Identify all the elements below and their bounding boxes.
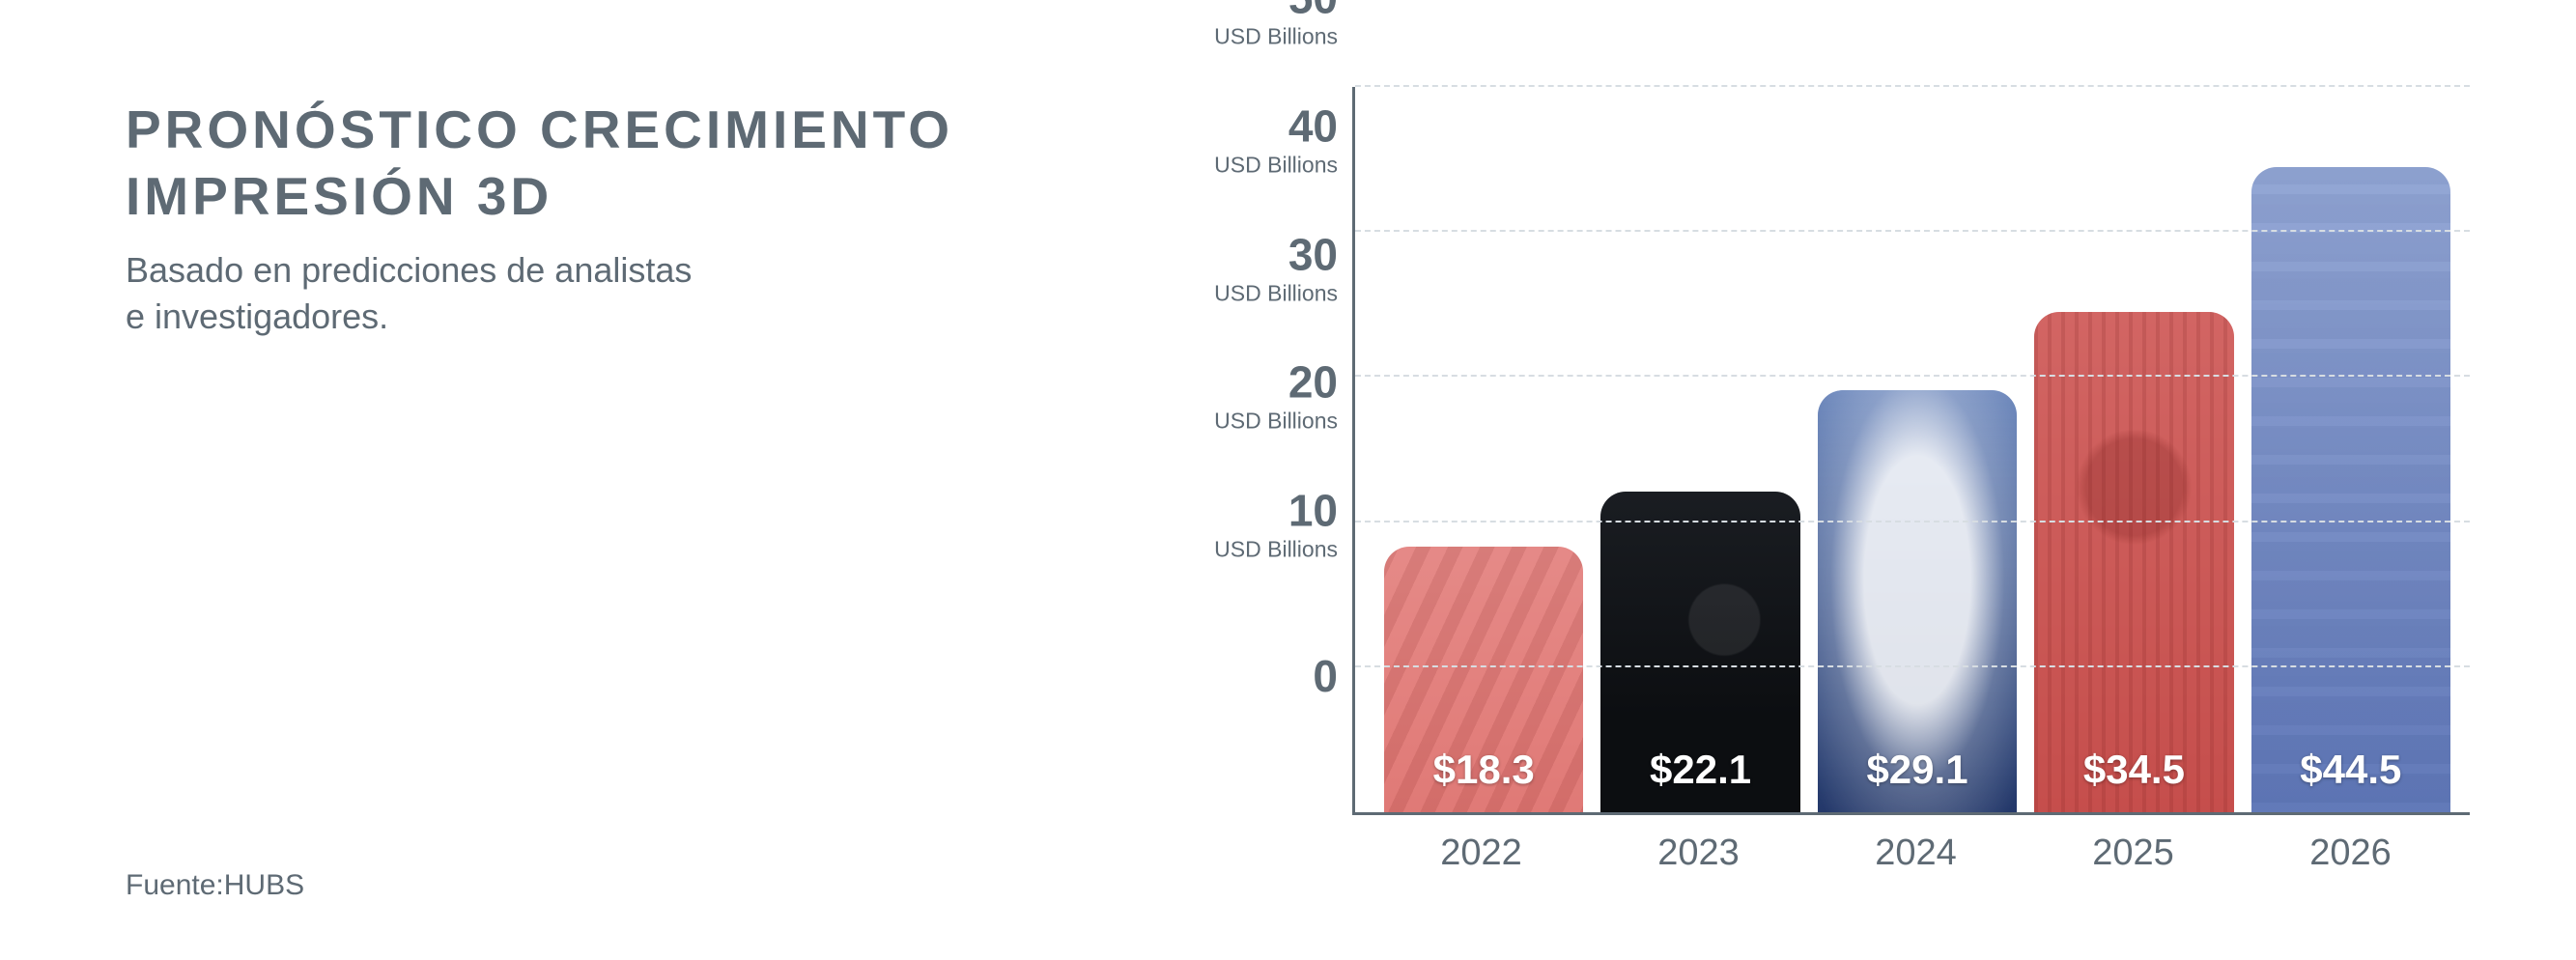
chart-area: $18.3 $22.1 $29.1 $34.5 $44.5 0 10 USD Billion… xyxy=(1120,87,2489,902)
subtitle-line-1: Basado en predicciones de analistas xyxy=(126,250,692,290)
bar: $18.3 xyxy=(1384,547,1583,812)
chart: $18.3 $22.1 $29.1 $34.5 $44.5 0 10 USD Billion… xyxy=(1120,87,2470,815)
chart-subtitle: Basado en predicciones de analistas e in… xyxy=(126,247,1120,341)
title-line-2: IMPRESIÓN 3D xyxy=(126,166,552,226)
bar: $22.1 xyxy=(1600,492,1799,812)
bar: $34.5 xyxy=(2034,312,2233,812)
y-tick: 20 USD Billions xyxy=(1214,360,1338,435)
source-label: Fuente:HUBS xyxy=(126,869,304,902)
y-tick-unit: USD Billions xyxy=(1214,409,1338,435)
y-tick: 10 USD Billions xyxy=(1214,489,1338,563)
infographic-root: PRONÓSTICO CRECIMIENTO IMPRESIÓN 3D Basa… xyxy=(0,0,2576,960)
grid-line xyxy=(1355,375,2470,377)
subtitle-line-2: e investigadores. xyxy=(126,296,388,336)
grid-line xyxy=(1355,230,2470,232)
x-label: 2023 xyxy=(1599,833,1798,874)
x-label: 2022 xyxy=(1381,833,1581,874)
y-tick: 50 USD Billions xyxy=(1214,0,1338,50)
y-tick-value: 30 xyxy=(1214,232,1338,276)
bar-value-label: $22.1 xyxy=(1650,747,1751,812)
y-tick-unit: USD Billions xyxy=(1214,24,1338,50)
x-label: 2024 xyxy=(1816,833,2016,874)
y-tick-value: 0 xyxy=(1313,654,1338,698)
grid-line xyxy=(1355,665,2470,667)
bar-fill xyxy=(2034,312,2233,812)
text-block: PRONÓSTICO CRECIMIENTO IMPRESIÓN 3D Basa… xyxy=(126,87,1120,902)
bar: $44.5 xyxy=(2251,167,2450,812)
grid-line xyxy=(1355,85,2470,87)
bars-container: $18.3 $22.1 $29.1 $34.5 $44.5 xyxy=(1355,87,2470,812)
chart-title: PRONÓSTICO CRECIMIENTO IMPRESIÓN 3D xyxy=(126,97,1120,230)
bar-fill xyxy=(2251,167,2450,812)
x-label: 2026 xyxy=(2250,833,2450,874)
y-tick-value: 50 xyxy=(1214,0,1338,20)
y-tick: 0 xyxy=(1313,662,1338,706)
plot-area: $18.3 $22.1 $29.1 $34.5 $44.5 xyxy=(1352,87,2470,815)
bar-value-label: $29.1 xyxy=(1866,747,1967,812)
bar-value-label: $18.3 xyxy=(1433,747,1535,812)
bar-value-label: $34.5 xyxy=(2083,747,2185,812)
title-line-1: PRONÓSTICO CRECIMIENTO xyxy=(126,99,953,159)
y-tick-unit: USD Billions xyxy=(1214,152,1338,178)
x-labels: 2022 2023 2024 2025 2026 xyxy=(1352,833,2470,874)
y-tick-value: 20 xyxy=(1214,360,1338,405)
x-label: 2025 xyxy=(2033,833,2233,874)
y-tick: 40 USD Billions xyxy=(1214,103,1338,178)
y-tick-unit: USD Billions xyxy=(1214,537,1338,563)
y-tick-value: 10 xyxy=(1214,489,1338,533)
bar: $29.1 xyxy=(1818,390,2017,812)
bar-value-label: $44.5 xyxy=(2300,747,2401,812)
y-tick-value: 40 xyxy=(1214,103,1338,148)
grid-line xyxy=(1355,521,2470,522)
y-tick: 30 USD Billions xyxy=(1214,232,1338,306)
y-tick-unit: USD Billions xyxy=(1214,280,1338,306)
